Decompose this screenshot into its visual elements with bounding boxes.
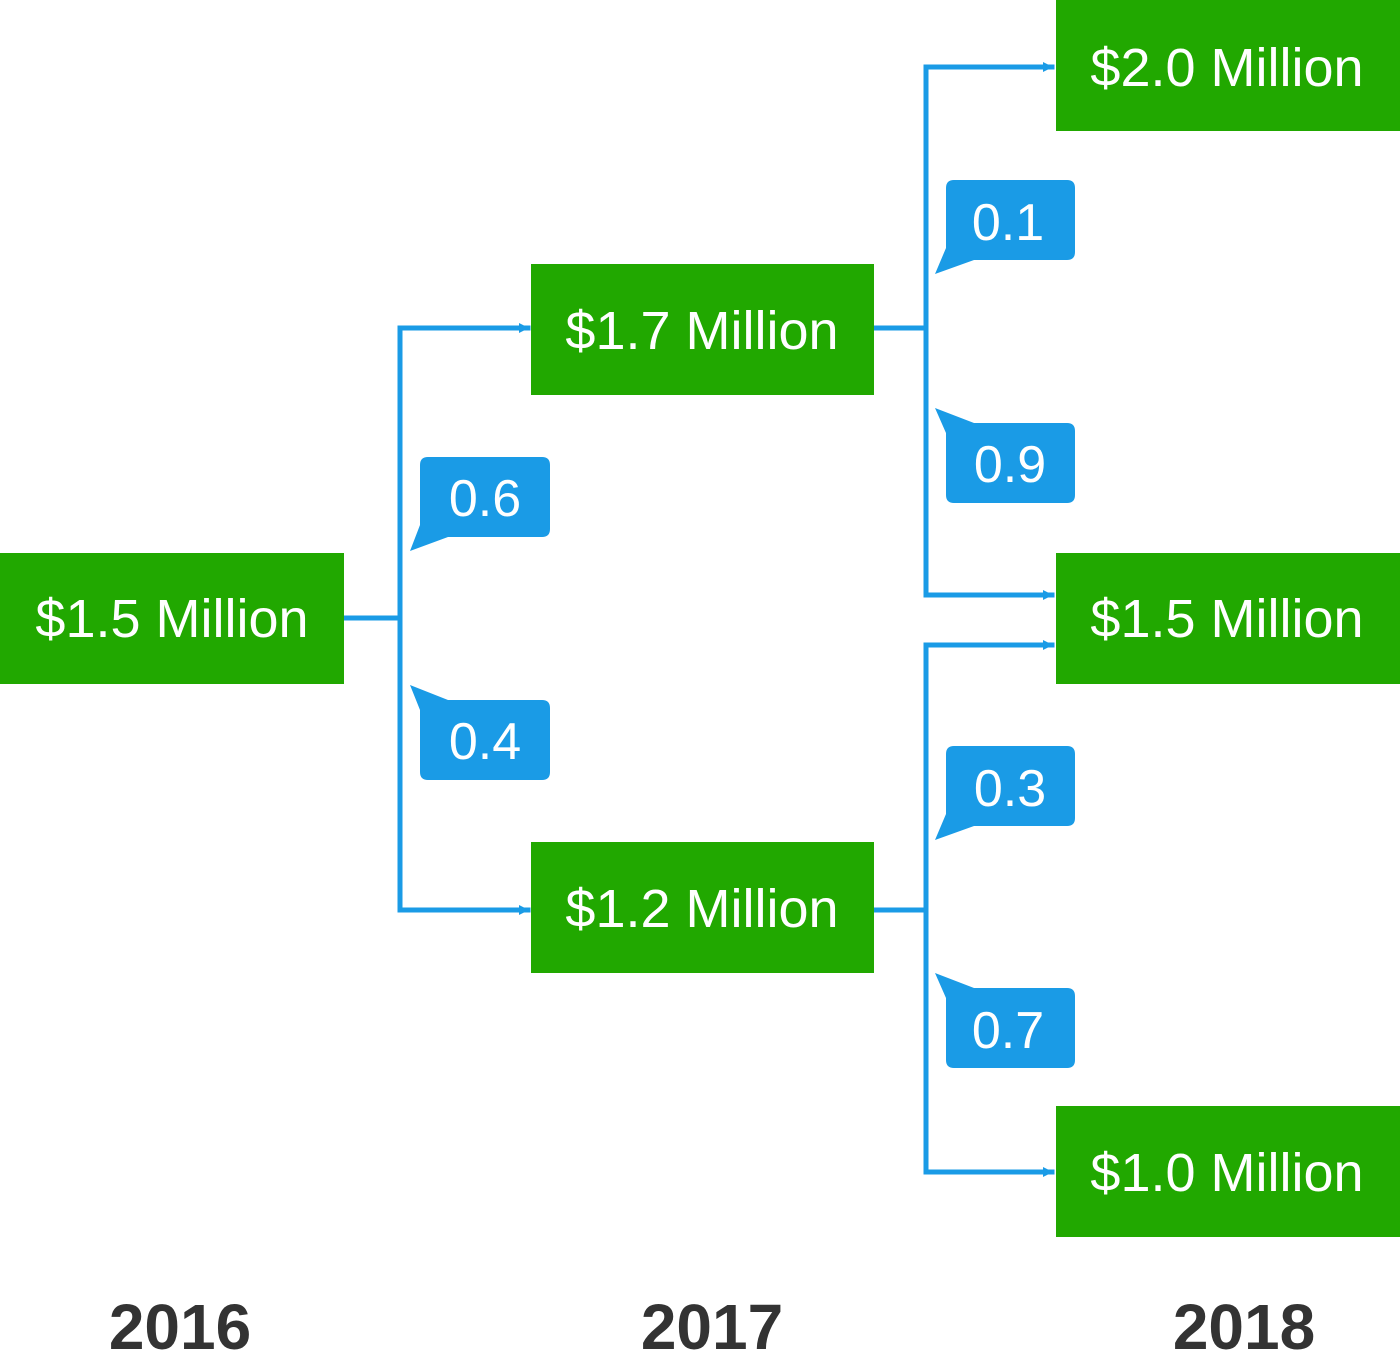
connectors-high-2018	[871, 62, 1055, 600]
node-value-label: $2.0 Million	[1090, 38, 1363, 98]
year-label-2018: 2018	[1173, 1291, 1315, 1354]
probability-badge-root-to-low: 0.4	[410, 685, 550, 780]
connectors-2016-2017	[341, 323, 531, 915]
probability-label: 0.1	[972, 194, 1044, 252]
probability-badge-low-to-mid: 0.3	[935, 746, 1075, 840]
probability-label: 0.7	[972, 1002, 1044, 1060]
node-value-label: $1.5 Million	[35, 589, 308, 649]
probability-label: 0.6	[449, 470, 521, 528]
probability-badge-low-to-bottom: 0.7	[935, 973, 1075, 1068]
probability-badge-high-to-mid: 0.9	[935, 408, 1075, 503]
node-2016-root: $1.5 Million	[0, 553, 344, 684]
probability-label: 0.9	[974, 436, 1046, 494]
node-2018-top: $2.0 Million	[1056, 0, 1400, 131]
node-value-label: $1.2 Million	[565, 879, 838, 939]
node-value-label: $1.7 Million	[565, 301, 838, 361]
year-label-2017: 2017	[641, 1291, 783, 1354]
probability-badge-root-to-high: 0.6	[410, 457, 550, 551]
year-label-2016: 2016	[109, 1291, 251, 1354]
node-2018-bottom: $1.0 Million	[1056, 1106, 1400, 1237]
probability-badge-high-to-top: 0.1	[935, 180, 1075, 274]
node-2017-high: $1.7 Million	[531, 264, 874, 395]
node-value-label: $1.5 Million	[1090, 589, 1363, 649]
probability-label: 0.4	[449, 713, 521, 771]
probability-label: 0.3	[974, 760, 1046, 818]
node-2017-low: $1.2 Million	[531, 842, 874, 973]
node-2018-mid: $1.5 Million	[1056, 553, 1400, 684]
node-value-label: $1.0 Million	[1090, 1143, 1363, 1203]
connectors-low-2018	[871, 640, 1055, 1177]
